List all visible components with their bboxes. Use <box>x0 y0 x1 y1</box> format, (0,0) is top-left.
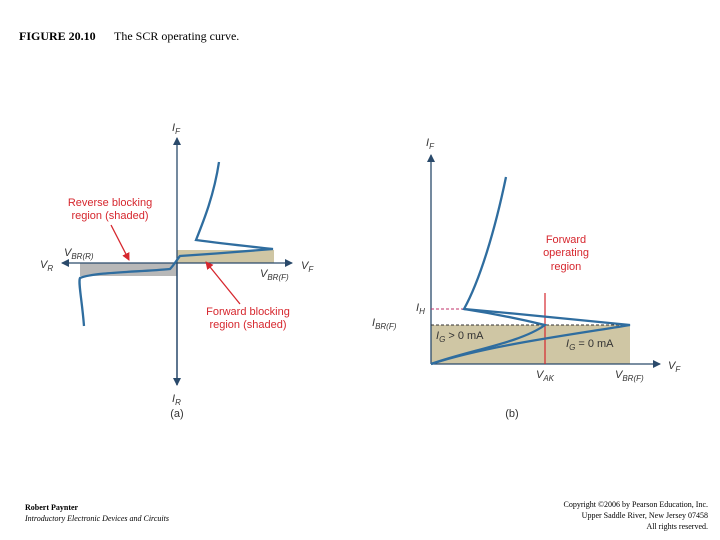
panel-b-ig-zero-label: IG = 0 mA <box>566 338 614 352</box>
panel-b-tag: (b) <box>505 408 518 420</box>
forward-region-pointer <box>205 261 241 305</box>
footer-book-title: Introductory Electronic Devices and Circ… <box>25 514 169 523</box>
panel-b-curve-ig-positive <box>430 176 548 366</box>
panel-b-curve-ig-zero <box>430 307 631 366</box>
panel-b-ibr-label: IBR(F) <box>372 317 397 331</box>
panel-b-if-label: IF <box>426 137 435 151</box>
panel-a-vf-label: VF <box>301 260 314 274</box>
forward-blocking-shade <box>177 250 274 263</box>
footer-author: Robert Paynter <box>25 503 79 512</box>
forward-region-label-line2: region (shaded) <box>209 319 286 331</box>
reverse-region-label-line2: region (shaded) <box>71 210 148 222</box>
panel-a: IF IR VR VF VBR(R) VBR(F) Reverse blocki… <box>40 122 314 420</box>
copyright-line-1: Copyright ©2006 by Pearson Education, In… <box>563 500 709 509</box>
panel-b-ig-positive-label: IG > 0 mA <box>436 330 484 344</box>
footer-credit: Robert Paynter Introductory Electronic D… <box>25 502 169 524</box>
figure-title: The SCR operating curve. <box>114 29 240 43</box>
footer-copyright: Copyright ©2006 by Pearson Education, In… <box>564 499 709 532</box>
copyright-line-3: All rights reserved. <box>646 522 708 531</box>
forward-region-label-line1: Forward blocking <box>206 306 290 318</box>
panel-a-ir-label: IR <box>172 393 181 407</box>
panel-a-vbr-f-label: VBR(F) <box>260 268 289 282</box>
copyright-line-2: Upper Saddle River, New Jersey 07458 <box>581 511 708 520</box>
panel-a-tag: (a) <box>170 408 183 420</box>
forward-operating-label-line2: operating <box>543 247 589 259</box>
panel-b: IF VF IH IBR(F) IG > 0 mA IG = 0 mA VAK … <box>372 137 681 420</box>
figure-number: FIGURE 20.10 <box>19 29 96 43</box>
panel-a-characteristic-curve <box>78 161 274 327</box>
panel-a-vr-label: VR <box>40 259 53 273</box>
panel-b-vbr-f-label: VBR(F) <box>615 369 644 383</box>
panel-a-vbr-r-label: VBR(R) <box>64 247 94 261</box>
panel-b-vf-label: VF <box>668 360 681 374</box>
forward-operating-label-line1: Forward <box>546 234 586 246</box>
forward-operating-label-line3: region <box>551 261 582 273</box>
panel-a-if-label: IF <box>172 122 181 136</box>
reverse-region-label-line1: Reverse blocking <box>68 197 152 209</box>
panel-b-ih-label: IH <box>416 302 425 316</box>
panel-b-vak-label: VAK <box>536 369 555 383</box>
reverse-region-pointer <box>110 224 130 261</box>
panel-b-blocking-shade <box>431 325 630 364</box>
